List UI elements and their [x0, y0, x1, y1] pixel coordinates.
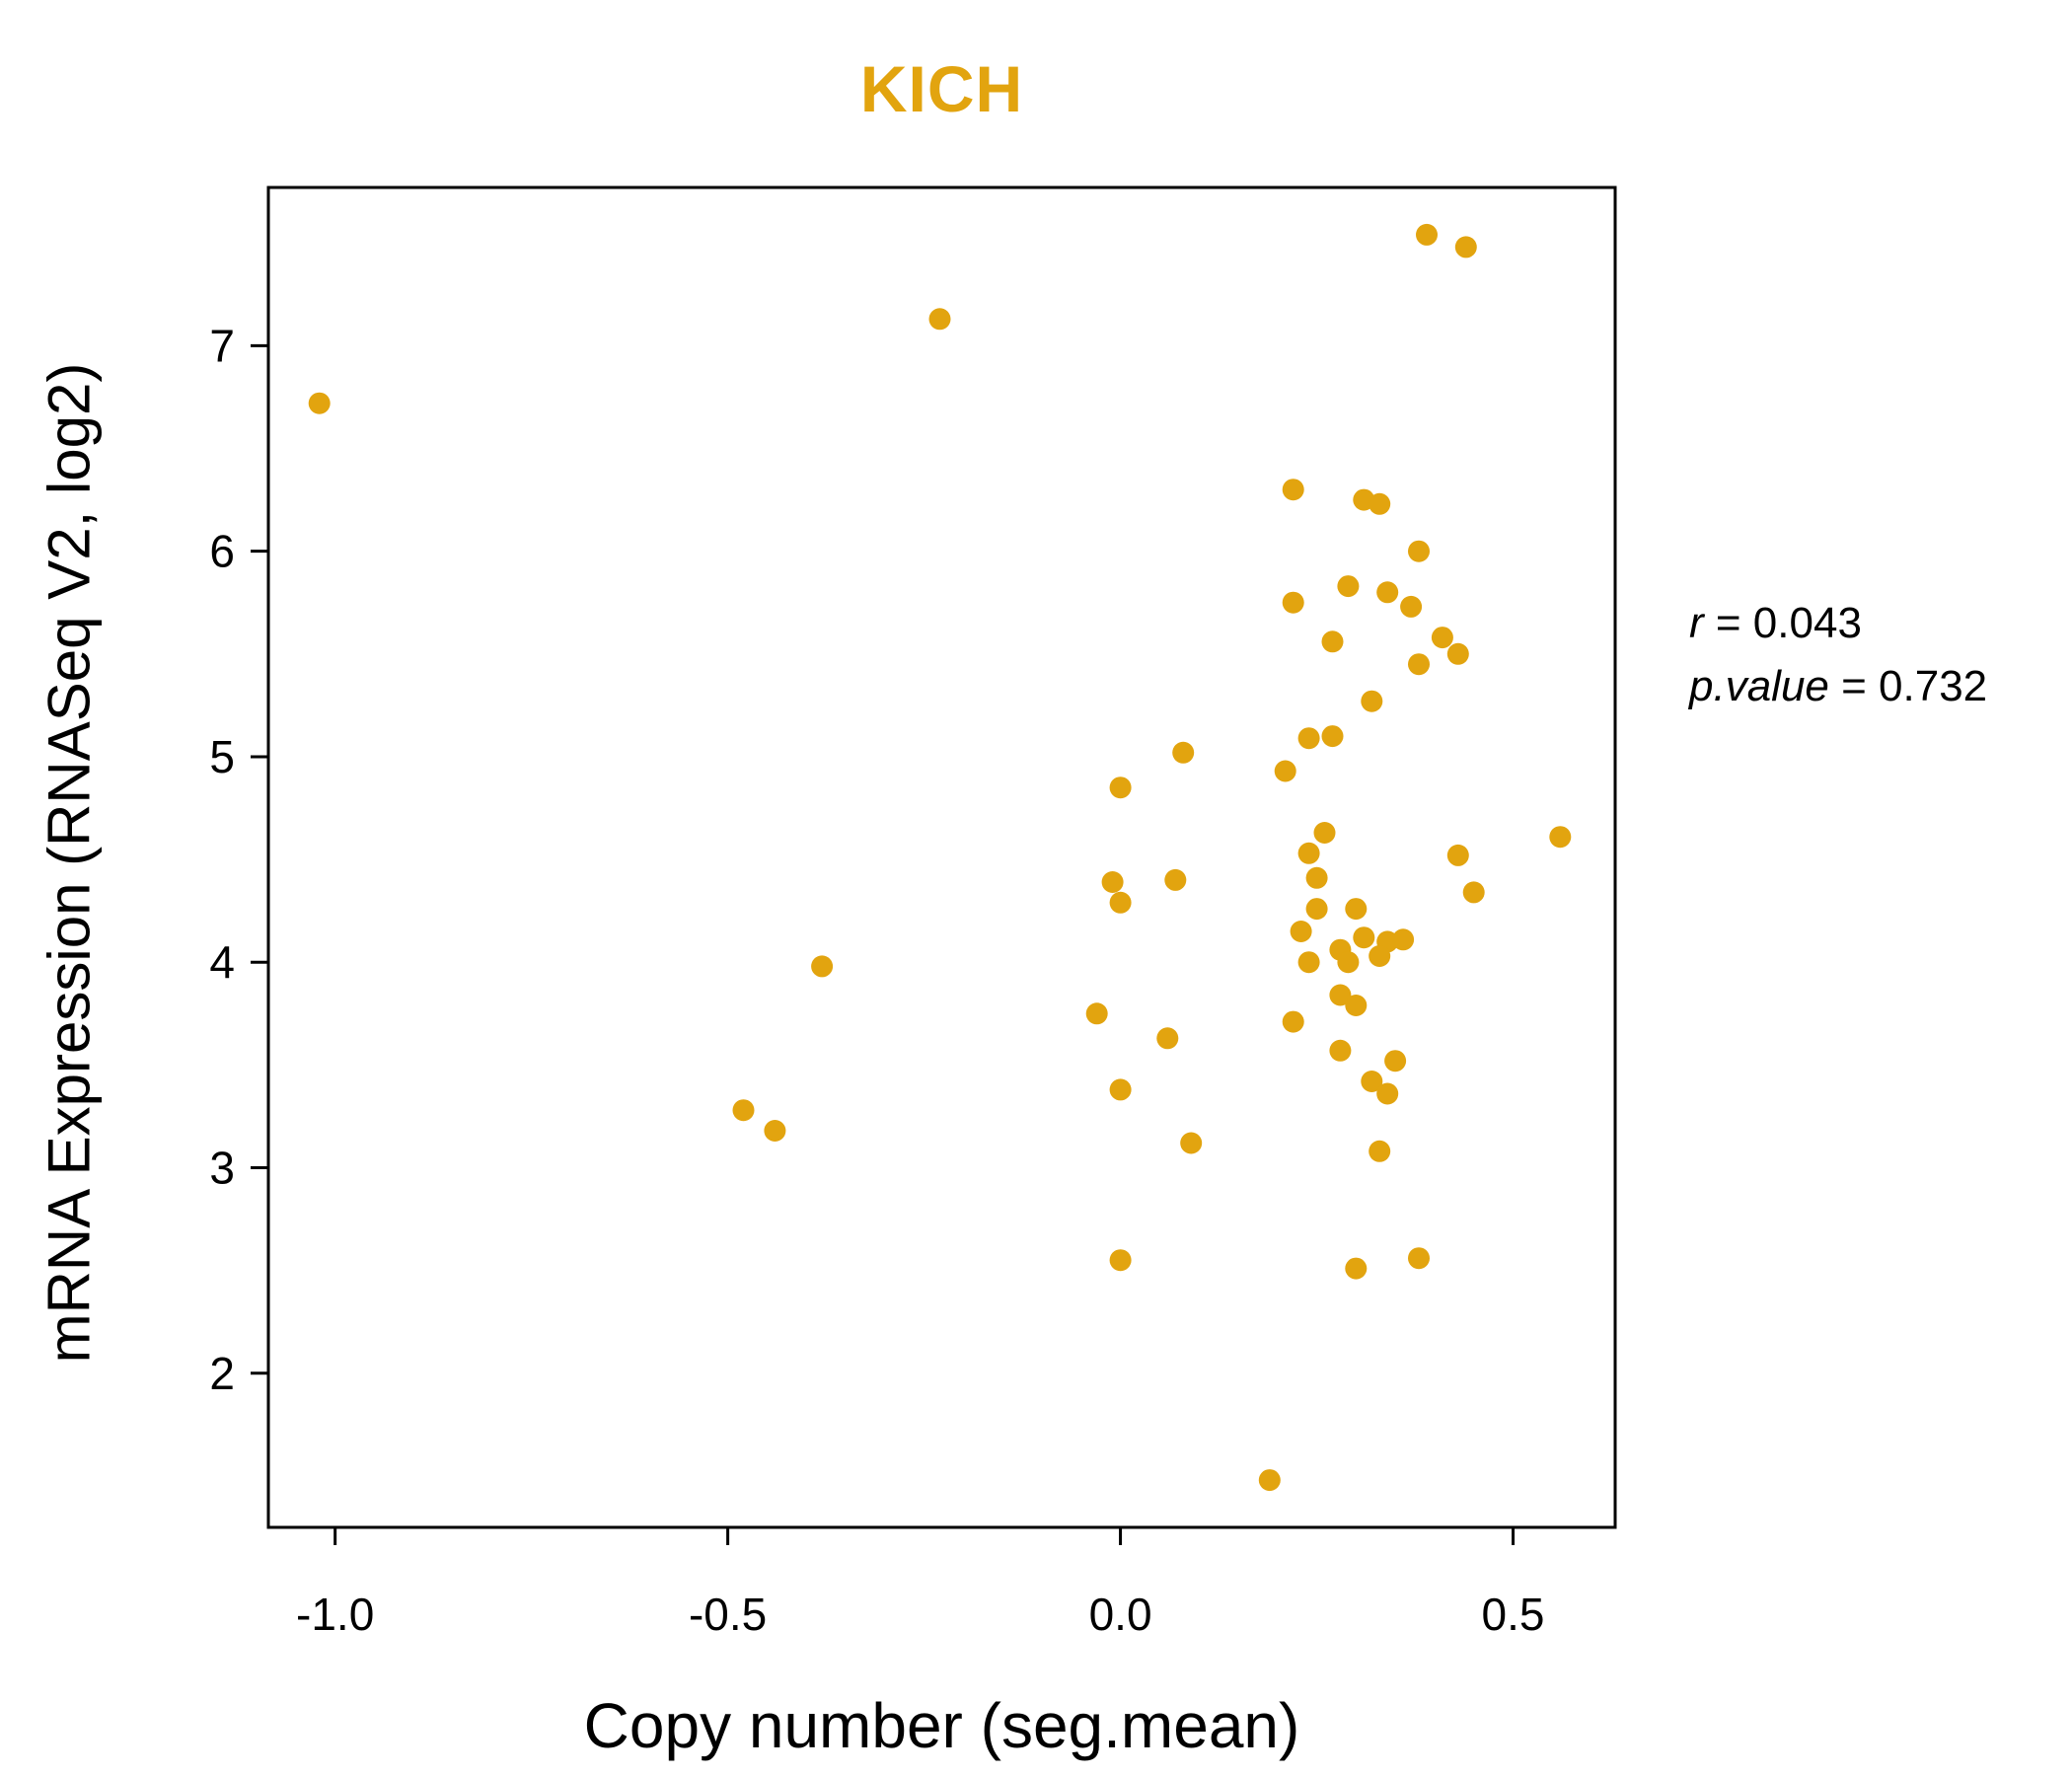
- chart-title: KICH: [859, 52, 1024, 125]
- data-point: [1321, 630, 1344, 653]
- y-tick-label: 6: [209, 526, 235, 577]
- y-tick-label: 7: [209, 320, 235, 371]
- data-point: [308, 392, 331, 414]
- data-point: [1329, 984, 1352, 1006]
- data-point: [1416, 223, 1438, 246]
- data-point: [1408, 1247, 1430, 1270]
- data-point: [1305, 898, 1328, 921]
- data-point: [1392, 928, 1415, 951]
- data-point: [1164, 868, 1187, 891]
- stats-annotation: r = 0.043 p.value = 0.732: [1689, 592, 1987, 718]
- data-point: [1085, 1002, 1108, 1025]
- x-tick-label: 0.0: [1089, 1589, 1152, 1640]
- x-tick-label: -1.0: [296, 1589, 374, 1640]
- data-point: [1376, 581, 1399, 604]
- data-point: [1408, 653, 1430, 676]
- data-point: [1337, 575, 1360, 598]
- data-point: [1431, 627, 1453, 649]
- data-point: [1274, 760, 1296, 782]
- data-point: [1400, 595, 1423, 618]
- p-value-line: p.value = 0.732: [1689, 655, 1987, 718]
- data-point: [811, 955, 834, 978]
- y-tick-label: 5: [209, 731, 235, 782]
- y-axis-title: mRNA Expression (RNASeq V2, log2): [36, 362, 103, 1364]
- data-point: [764, 1120, 786, 1142]
- r-value-line: r = 0.043: [1689, 592, 1987, 655]
- data-point: [1282, 1010, 1304, 1033]
- data-point: [1549, 826, 1572, 849]
- plot-border: [266, 185, 1617, 1529]
- data-point: [1156, 1027, 1179, 1050]
- data-point: [1384, 1050, 1407, 1073]
- data-point: [1313, 822, 1336, 844]
- x-axis-ticks: -1.0 -0.5 0.0 0.5: [296, 1527, 1545, 1640]
- data-point: [1376, 1082, 1399, 1105]
- data-point: [1109, 1249, 1132, 1272]
- data-point: [1345, 995, 1368, 1016]
- data-point: [1109, 1078, 1132, 1101]
- data-point: [1282, 479, 1304, 501]
- y-tick-label: 2: [209, 1348, 235, 1399]
- r-label: r: [1689, 599, 1704, 647]
- data-point: [1345, 1257, 1368, 1280]
- p-value: = 0.732: [1828, 661, 1988, 710]
- p-label: p.value: [1689, 661, 1829, 710]
- data-point: [1369, 1140, 1391, 1162]
- data-point: [1361, 1071, 1383, 1092]
- data-point: [1180, 1132, 1203, 1154]
- data-point: [1282, 591, 1304, 614]
- data-point: [1290, 921, 1312, 942]
- y-tick-label: 3: [209, 1143, 235, 1194]
- data-point: [1353, 926, 1375, 949]
- x-axis-title: Copy number (seg.mean): [583, 1690, 1300, 1761]
- data-points-layer: [308, 223, 1572, 1492]
- data-point: [1329, 1039, 1352, 1062]
- data-point: [1408, 540, 1430, 562]
- data-point: [1297, 951, 1320, 974]
- y-axis-ticks: 2 3 4 5 6 7: [209, 320, 268, 1399]
- data-point: [1462, 881, 1485, 904]
- data-point: [1446, 642, 1469, 665]
- data-point: [1337, 951, 1360, 974]
- r-value: = 0.043: [1703, 599, 1862, 647]
- data-point: [1446, 844, 1469, 866]
- x-tick-label: 0.5: [1482, 1589, 1545, 1640]
- x-tick-label: -0.5: [689, 1589, 767, 1640]
- data-point: [1345, 898, 1368, 921]
- data-point: [1369, 945, 1391, 967]
- data-point: [1321, 725, 1344, 748]
- data-point: [1258, 1469, 1281, 1492]
- data-point: [1172, 741, 1195, 764]
- data-point: [1109, 777, 1132, 799]
- data-point: [1454, 236, 1477, 259]
- data-point: [1297, 842, 1320, 864]
- data-point: [1297, 727, 1320, 750]
- data-point: [1361, 690, 1383, 712]
- data-point: [732, 1099, 755, 1122]
- y-tick-label: 4: [209, 936, 235, 988]
- data-point: [1101, 871, 1124, 893]
- data-point: [1305, 866, 1328, 889]
- data-point: [1109, 891, 1132, 914]
- data-point: [1369, 492, 1391, 515]
- data-point: [928, 308, 951, 331]
